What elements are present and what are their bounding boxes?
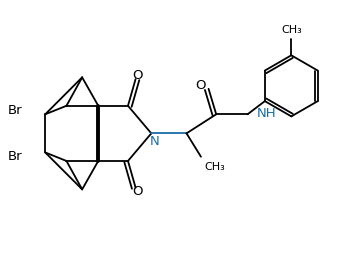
Text: O: O (132, 185, 143, 198)
Text: CH₃: CH₃ (281, 25, 302, 35)
Text: CH₃: CH₃ (204, 162, 225, 172)
Text: O: O (196, 79, 206, 92)
Text: NH: NH (257, 107, 277, 120)
Text: Br: Br (8, 104, 23, 117)
Text: N: N (150, 135, 159, 148)
Text: Br: Br (8, 150, 23, 163)
Text: O: O (132, 69, 143, 82)
